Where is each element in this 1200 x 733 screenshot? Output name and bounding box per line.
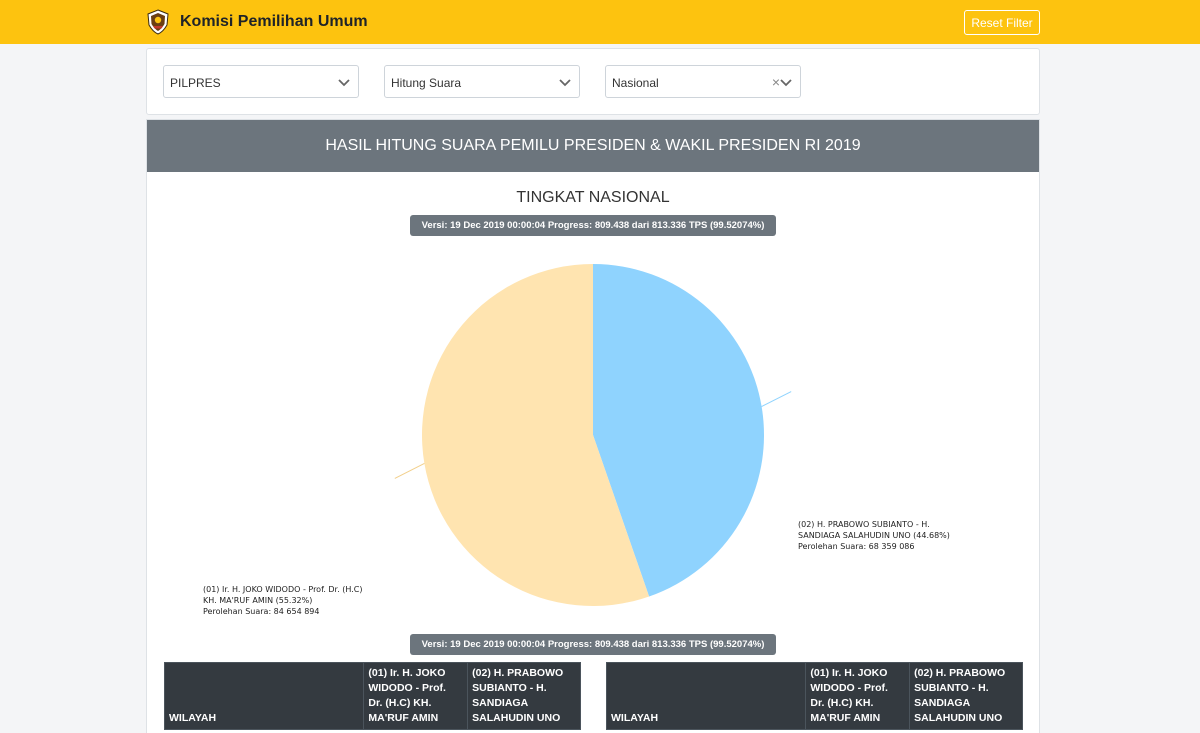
header-line: SALAHUDIN UNO xyxy=(472,712,561,724)
results-table-right: WILAYAH (01) Ir. H. JOKO WIDODO - Prof. … xyxy=(605,662,1023,730)
mode-select-value: Hitung Suara xyxy=(391,76,462,90)
header-line: (02) H. PRABOWO xyxy=(914,667,1006,679)
chevron-down-icon xyxy=(559,79,571,87)
header-line: (01) Ir. H. JOKO xyxy=(368,667,446,679)
pie-slice-jokowi[interactable] xyxy=(422,264,650,606)
table-header-row: WILAYAH (01) Ir. H. JOKO WIDODO - Prof. … xyxy=(605,662,1023,730)
pie-label-jokowi: (01) Ir. H. JOKO WIDODO - Prof. Dr. (H.C… xyxy=(203,585,365,616)
pie-label-line: SANDIAGA SALAHUDIN UNO (44.68%) xyxy=(798,531,950,540)
pie-label-prabowo: (02) H. PRABOWO SUBIANTO - H. SANDIAGA S… xyxy=(798,520,952,551)
pie-label-line: (01) Ir. H. JOKO WIDODO - Prof. Dr. (H.C… xyxy=(203,585,362,594)
header-line: (02) H. PRABOWO xyxy=(472,667,564,679)
top-navbar: Komisi Pemilihan Umum Reset Filter xyxy=(0,0,1200,44)
pie-leader-line-prabowo xyxy=(761,391,792,407)
pie-label-line: KH. MA'RUF AMIN (55.32%) xyxy=(203,596,312,605)
table-header-row: WILAYAH (01) Ir. H. JOKO WIDODO - Prof. … xyxy=(163,662,581,730)
election-select-value: PILPRES xyxy=(170,76,221,90)
version-badge: Versi: 19 Dec 2019 00:00:04 Progress: 80… xyxy=(410,215,776,236)
clear-icon[interactable]: × xyxy=(771,74,780,90)
header-line: SUBIANTO - H. xyxy=(472,682,547,694)
col-header-candidate-02[interactable]: (02) H. PRABOWO SUBIANTO - H. SANDIAGA S… xyxy=(909,662,1023,730)
header-line: (01) Ir. H. JOKO xyxy=(810,667,888,679)
chevron-down-icon xyxy=(780,79,792,87)
pie-leader-line-jokowi xyxy=(394,463,425,479)
header-line: MA'RUF AMIN xyxy=(810,712,881,724)
brand-title: Komisi Pemilihan Umum xyxy=(180,13,368,30)
version-badge-bottom: Versi: 19 Dec 2019 00:00:04 Progress: 80… xyxy=(410,634,776,655)
election-select[interactable]: PILPRES xyxy=(163,65,359,98)
col-header-wilayah[interactable]: WILAYAH xyxy=(605,662,807,730)
header-line: SANDIAGA xyxy=(914,697,971,709)
pie-slice-prabowo[interactable] xyxy=(593,264,764,597)
header-line: WIDODO - Prof. xyxy=(368,682,446,694)
chevron-down-icon xyxy=(338,79,350,87)
header-line: Dr. (H.C) KH. xyxy=(810,697,874,709)
header-line: WIDODO - Prof. xyxy=(810,682,888,694)
col-header-wilayah[interactable]: WILAYAH xyxy=(163,662,365,730)
header-line: SALAHUDIN UNO xyxy=(914,712,1003,724)
pie-label-line: Perolehan Suara: 68 359 086 xyxy=(798,542,914,551)
result-subtitle: TINGKAT NASIONAL xyxy=(516,189,670,206)
header-line: SANDIAGA xyxy=(472,697,529,709)
mode-select[interactable]: Hitung Suara xyxy=(384,65,580,98)
brand[interactable]: Komisi Pemilihan Umum xyxy=(146,8,368,36)
pie-label-line: (02) H. PRABOWO SUBIANTO - H. xyxy=(798,520,930,529)
region-select[interactable]: Nasional × xyxy=(605,65,801,98)
col-header-candidate-02[interactable]: (02) H. PRABOWO SUBIANTO - H. SANDIAGA S… xyxy=(467,662,581,730)
vote-pie-chart: (02) H. PRABOWO SUBIANTO - H. SANDIAGA S… xyxy=(203,264,952,616)
filter-card: PILPRES Hitung Suara Nasional × xyxy=(146,48,1040,115)
result-card: HASIL HITUNG SUARA PEMILU PRESIDEN & WAK… xyxy=(146,119,1040,733)
header-line: Dr. (H.C) KH. xyxy=(368,697,432,709)
header-line: MA'RUF AMIN xyxy=(368,712,439,724)
result-header: HASIL HITUNG SUARA PEMILU PRESIDEN & WAK… xyxy=(147,120,1039,172)
pie-label-line: Perolehan Suara: 84 654 894 xyxy=(203,607,319,616)
col-header-candidate-01[interactable]: (01) Ir. H. JOKO WIDODO - Prof. Dr. (H.C… xyxy=(805,662,911,730)
header-line: SUBIANTO - H. xyxy=(914,682,989,694)
results-table-left: WILAYAH (01) Ir. H. JOKO WIDODO - Prof. … xyxy=(163,662,581,730)
region-select-value: Nasional xyxy=(612,76,659,90)
kpu-emblem-icon xyxy=(147,9,169,35)
reset-filter-button[interactable]: Reset Filter xyxy=(964,10,1040,35)
col-header-candidate-01[interactable]: (01) Ir. H. JOKO WIDODO - Prof. Dr. (H.C… xyxy=(363,662,469,730)
